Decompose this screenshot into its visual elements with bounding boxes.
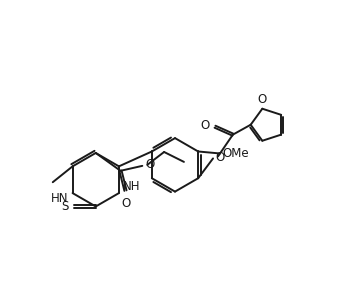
Text: O: O (215, 151, 224, 164)
Text: O: O (122, 196, 131, 210)
Text: OMe: OMe (222, 147, 249, 160)
Text: S: S (62, 200, 69, 213)
Text: HN: HN (51, 192, 69, 205)
Text: NH: NH (123, 180, 140, 193)
Text: O: O (145, 158, 155, 171)
Text: O: O (201, 119, 210, 132)
Text: O: O (258, 93, 267, 106)
